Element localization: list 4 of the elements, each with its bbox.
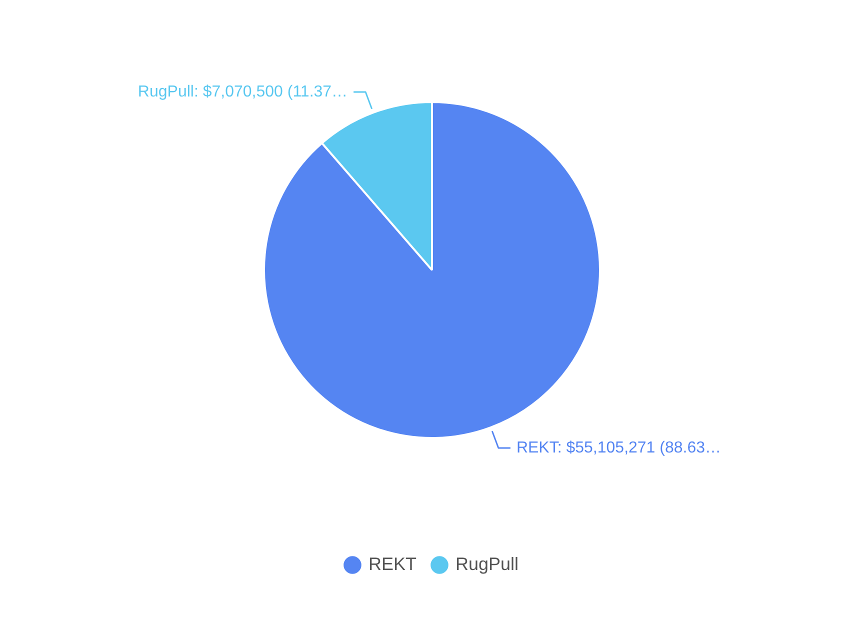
- legend-label: RugPull: [455, 554, 519, 574]
- data-label: RugPull: $7,070,500 (11.37…: [138, 83, 348, 100]
- legend-label: REKT: [368, 554, 416, 574]
- data-label: REKT: $55,105,271 (88.63…: [516, 439, 722, 456]
